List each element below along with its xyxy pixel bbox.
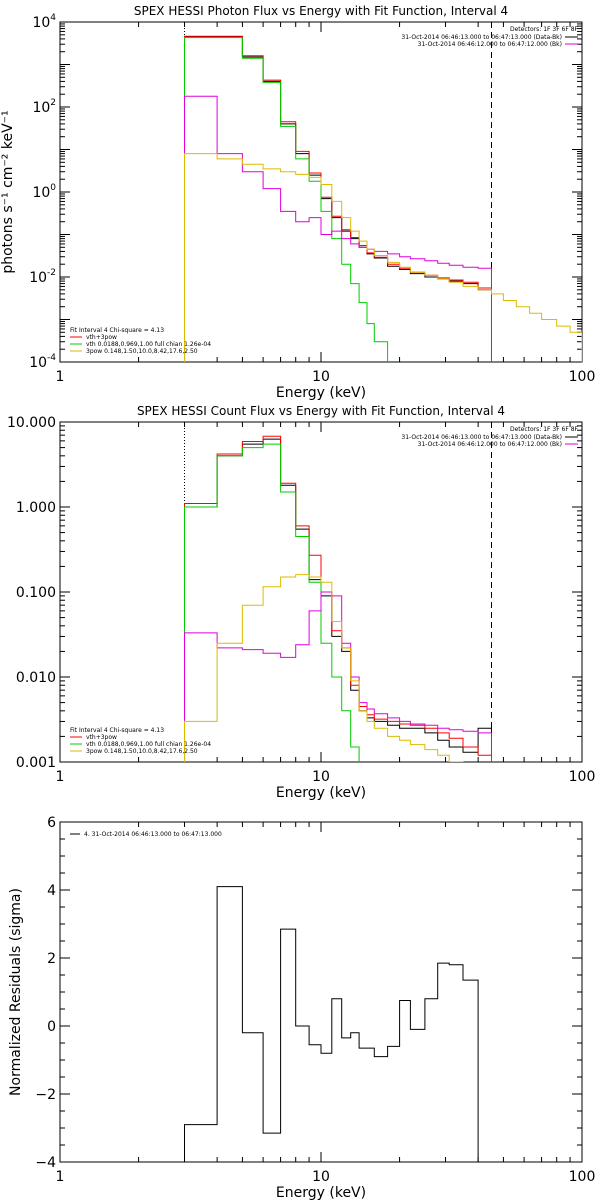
y-tick-label: 10.000 [7,415,56,431]
y-tick-label: 1.000 [16,500,56,516]
y-tick-label: 2 [47,951,56,967]
series-group [184,35,582,362]
y-tick-label: 0.100 [16,585,56,601]
series-line-vth-3pow [184,35,492,362]
legend-entry: 31-Oct-2014 06:46:12.000 to 06:47:12.000… [418,441,562,448]
x-tick-label: 10 [312,369,330,385]
fit-legend-header: Fit Interval 4 Chi-square = 4.13 [70,727,164,734]
fit-legend-header: Fit Interval 4 Chi-square = 4.13 [70,327,164,334]
fit-legend-entry: vth+3pow [86,334,117,341]
fit-legend-entry: vth 0.0188,0.969,1.00 full chian 1.26e-0… [86,741,211,748]
legend-header: Detectors: 1F 3F 6F 8F [510,426,579,433]
series-line-bk [184,591,492,762]
series-line-data-bk [184,438,492,762]
fit-legend-entry: 3pow 0.148,1.50,10.0,8.42,17.6,2.50 [86,348,198,355]
y-axis-label: photons s⁻¹ cm⁻² keV⁻¹ [0,110,16,273]
series-line-3pow [184,153,582,362]
y-tick-label: −2 [35,1087,56,1103]
y-tick-label: 102 [32,98,56,116]
chart-title: SPEX HESSI Count Flux vs Energy with Fit… [137,404,505,418]
y-tick-label: 10-2 [29,268,56,286]
x-tick-label: 100 [569,369,596,385]
y-tick-label: 0.001 [16,755,56,771]
x-tick-label: 1 [56,369,65,385]
x-tick-label: 100 [569,769,596,785]
legend-entry: 31-Oct-2014 06:46:12.000 to 06:47:12.000… [418,41,562,48]
y-tick-label: 0.010 [16,670,56,686]
series-line-bk [184,95,492,362]
x-tick-label: 1 [56,769,65,785]
legend-entry: 31-Oct-2014 06:46:13.000 to 06:47:13.000… [401,34,562,41]
series-group [184,435,492,762]
chart-title: SPEX HESSI Photon Flux vs Energy with Fi… [134,4,508,18]
legend-entry: 4. 31-Oct-2014 06:46:13.000 to 06:47:13.… [84,831,222,838]
y-tick-label: 0 [47,1019,56,1035]
chart-panel-1: SPEX HESSI Photon Flux vs Energy with Fi… [0,4,595,401]
series-line-vth [184,37,389,362]
y-tick-label: 104 [32,13,56,31]
x-axis-label: Energy (keV) [276,1185,366,1200]
series-line-vth-3pow [184,435,492,762]
legend-entry: 31-Oct-2014 06:46:13.000 to 06:47:13.000… [401,434,562,441]
plot-frame [59,821,583,1163]
legend-header: Detectors: 1F 3F 6F 8F [510,26,579,33]
x-axis-label: Energy (keV) [276,785,366,801]
series-line-data-bk [184,36,492,362]
y-tick-label: 100 [32,183,56,201]
y-tick-label: 6 [47,815,56,831]
series-line-vth [184,443,360,762]
y-tick-label: −4 [35,1155,56,1171]
fit-legend-entry: vth 0.0188,0.969,1.00 full chian 1.26e-0… [86,341,211,348]
fit-legend-entry: 3pow 0.148,1.50,10.0,8.42,17.6,2.50 [86,748,198,755]
x-tick-label: 10 [312,769,330,785]
series-line-3pow [184,574,464,762]
chart-panel-2: SPEX HESSI Count Flux vs Energy with Fit… [7,404,595,801]
y-tick-label: 10-4 [29,353,56,371]
series-group [184,886,479,1162]
x-tick-label: 1 [56,1169,65,1185]
chart-panel-3: 1 10 100 Energy (keV) −4 −2 0 2 4 6 Normalized Res… [8,815,596,1201]
x-tick-label: 10 [312,1169,330,1185]
y-tick-label: 4 [47,883,56,899]
y-axis-label: Normalized Residuals (sigma) [8,888,24,1096]
series-line-4-31-oct-2014-06-46-13-000-to-06-47-13-000 [184,886,479,1162]
fit-legend-entry: vth+3pow [86,734,117,741]
x-axis-label: Energy (keV) [276,385,366,401]
x-tick-label: 100 [569,1169,596,1185]
